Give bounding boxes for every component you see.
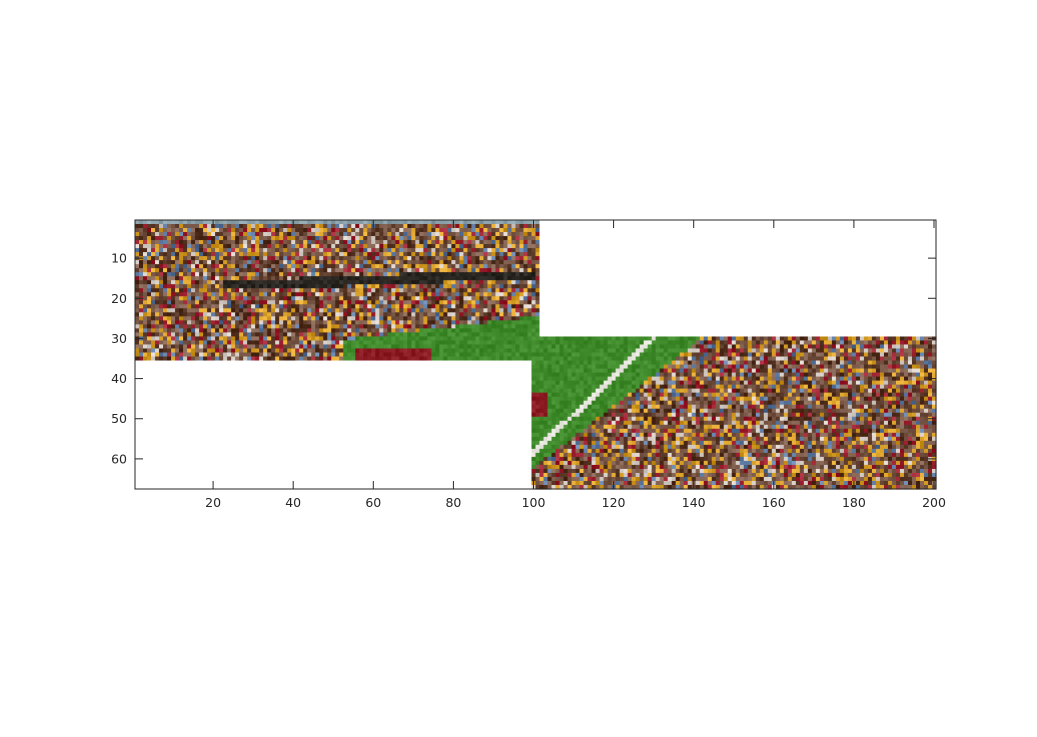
y-tick-label: 60 [111,451,127,466]
y-tick-label: 30 [111,331,127,346]
x-tick-label: 20 [205,495,221,510]
x-tick-label: 140 [682,495,706,510]
x-tick-label: 80 [445,495,461,510]
upper-left-tile [135,220,541,362]
x-tick-label: 100 [522,495,546,510]
image-tiles [135,220,937,490]
x-tick-label: 120 [602,495,626,510]
y-tick-label: 20 [111,291,127,306]
y-tick-label: 40 [111,371,127,386]
lower-right-tile [531,336,937,490]
y-tick-label: 10 [111,251,127,266]
axes-frame [134,219,937,490]
axis-ticks: 20 40 60 80 100 120 140 160 180 200 10 20 30 40 50 60 [111,220,946,510]
x-tick-label: 180 [842,495,866,510]
axes [134,219,937,490]
blank-region-2 [135,360,532,489]
x-tick-label: 60 [365,495,381,510]
blank-region-1 [539,220,936,337]
x-tick-label: 40 [285,495,301,510]
x-tick-label: 200 [922,495,946,510]
y-tick-label: 50 [111,411,127,426]
x-tick-label: 160 [762,495,786,510]
